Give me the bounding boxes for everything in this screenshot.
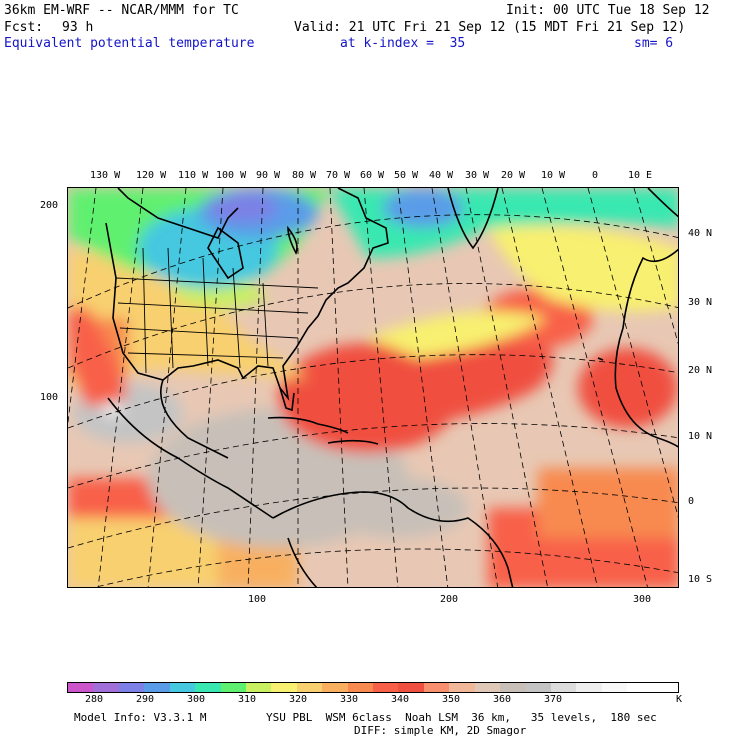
colorbar-segment [627, 683, 653, 692]
lon-label: 0 [592, 170, 599, 181]
lat-label: 40 N [688, 228, 713, 239]
colorbar-label: 280 [85, 694, 104, 705]
colorbar-segment [93, 683, 119, 692]
colorbar-segment [551, 683, 577, 692]
grid-y-label: 200 [40, 200, 59, 211]
lon-label: 70 W [326, 170, 351, 181]
lon-label: 20 W [501, 170, 526, 181]
colorbar-segment [373, 683, 399, 692]
lon-label: 90 W [256, 170, 281, 181]
colorbar-segment [118, 683, 145, 692]
colorbar-segment [652, 683, 679, 692]
colorbar-segment [296, 683, 323, 692]
forecast-hour: 93 h [62, 20, 94, 35]
colorbar-segment [245, 683, 272, 692]
init-time: Init: 00 UTC Tue 18 Sep 12 [506, 3, 710, 18]
lat-label: 30 N [688, 297, 713, 308]
colorbar-segment [601, 683, 628, 692]
lon-label: 10 E [628, 170, 653, 181]
lat-label: 10 S [688, 574, 713, 585]
colorbar-label: 370 [544, 694, 563, 705]
colorbar-segment [576, 683, 602, 692]
colorbar-segment [144, 683, 170, 692]
colorbar-segment [525, 683, 552, 692]
lon-label: 100 W [216, 170, 247, 181]
colorbar-segment [195, 683, 221, 692]
lon-label: 50 W [394, 170, 419, 181]
lat-label: 20 N [688, 365, 713, 376]
field-name: Equivalent potential temperature [4, 36, 255, 51]
colorbar-segment [220, 683, 246, 692]
colorbar-label: 350 [442, 694, 461, 705]
grid-x-label: 300 [633, 594, 652, 605]
lon-label: 130 W [90, 170, 121, 181]
lat-label: 10 N [688, 431, 713, 442]
physics-info: YSU PBL WSM 6class Noah LSM 36 km, 35 le… [266, 711, 657, 724]
graticule [68, 188, 678, 587]
forecast-label: Fcst: [4, 20, 44, 35]
model-title: 36km EM-WRF -- NCAR/MMM for TC [4, 3, 239, 18]
colorbar-label: 340 [391, 694, 410, 705]
model-info: Model Info: V3.3.1 M [74, 711, 207, 724]
diffusion-info: DIFF: simple KM, 2D Smagor [354, 724, 527, 737]
lon-label: 10 W [541, 170, 566, 181]
colorbar-label: 300 [187, 694, 206, 705]
valid-time: Valid: 21 UTC Fri 21 Sep 12 (15 MDT Fri … [294, 20, 686, 35]
colorbar-label: 360 [493, 694, 512, 705]
smoothing-info: sm= 6 [634, 36, 674, 51]
colorbar-segment [449, 683, 475, 692]
level-info: at k-index = 35 [340, 36, 466, 51]
colorbar-segment [322, 683, 348, 692]
colorbar-label: 320 [289, 694, 308, 705]
political-borders [115, 247, 319, 374]
lon-label: 80 W [292, 170, 317, 181]
theta-e-map [68, 188, 678, 587]
colorbar-unit: K [676, 694, 683, 705]
coastlines [105, 188, 678, 587]
grid-x-label: 200 [440, 594, 459, 605]
colorbar-segment [500, 683, 526, 692]
colorbar-segment [474, 683, 501, 692]
map-panel [67, 187, 679, 588]
grid-x-label: 100 [248, 594, 267, 605]
lon-label: 40 W [429, 170, 454, 181]
colorbar-label: 310 [238, 694, 257, 705]
lon-label: 110 W [178, 170, 209, 181]
colorbar-segment [169, 683, 196, 692]
colorbar-label: 330 [340, 694, 359, 705]
colorbar-segment [68, 683, 94, 692]
lon-label: 30 W [465, 170, 490, 181]
colorbar-segment [423, 683, 450, 692]
lon-label: 120 W [136, 170, 167, 181]
colorbar [67, 682, 679, 693]
field-shading [68, 188, 678, 587]
lon-label: 60 W [360, 170, 385, 181]
grid-y-label: 100 [40, 392, 59, 403]
colorbar-segment [398, 683, 424, 692]
colorbar-segment [347, 683, 374, 692]
colorbar-segment [271, 683, 297, 692]
colorbar-label: 290 [136, 694, 155, 705]
lat-label: 0 [688, 496, 695, 507]
